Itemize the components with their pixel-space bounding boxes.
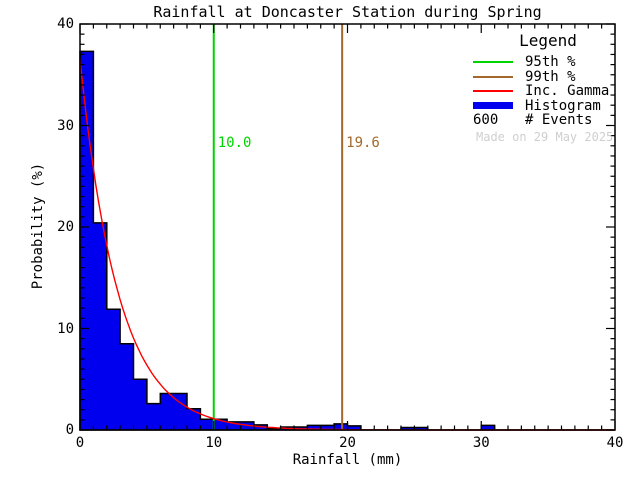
x-axis-label: Rainfall (mm) (292, 452, 403, 468)
legend-entry-label: Inc. Gamma (525, 83, 610, 100)
legend-entry-label: # Events (525, 112, 593, 129)
legend-entry: Inc. Gamma (473, 83, 623, 100)
legend-bar-swatch-icon (473, 102, 513, 110)
x-tick-label: 0 (75, 435, 85, 451)
x-tick-label: 40 (606, 435, 624, 451)
legend-line-swatch-icon (473, 61, 513, 64)
legend-line-swatch-icon (473, 90, 513, 93)
legend-entry: 95th % (473, 54, 623, 71)
legend-entry: Histogram (473, 97, 623, 114)
y-tick-label: 30 (57, 117, 74, 134)
chart-title: Rainfall at Doncaster Station during Spr… (153, 3, 542, 21)
legend: Legend 95th % 99th % Inc. Gamma Histogram 60… (473, 31, 623, 128)
legend-entry: 600 # Events (473, 112, 623, 129)
legend-entry-label: 99th % (525, 68, 576, 85)
y-tick-label: 20 (57, 219, 74, 235)
legend-entry-label: 95th % (525, 54, 576, 71)
p99-value-label: 19.6 (346, 135, 380, 151)
y-tick-label: 10 (57, 320, 74, 337)
events-count: 600 (473, 112, 499, 129)
legend-entry-label: Histogram (525, 97, 601, 114)
y-tick-label: 40 (57, 16, 74, 32)
legend-title: Legend (519, 31, 577, 50)
legend-line-swatch-icon (473, 75, 513, 78)
x-tick-label: 20 (339, 435, 356, 451)
watermark: Made on 29 May 2025 (476, 130, 614, 144)
p95-value-label: 10.0 (217, 135, 252, 151)
y-tick-label: 0 (65, 422, 74, 438)
x-tick-label: 10 (205, 435, 223, 451)
legend-rows: 95th % 99th % Inc. Gamma Histogram 600 # Even… (473, 54, 623, 129)
legend-entry: 99th % (473, 68, 623, 85)
x-tick-label: 30 (472, 435, 490, 451)
